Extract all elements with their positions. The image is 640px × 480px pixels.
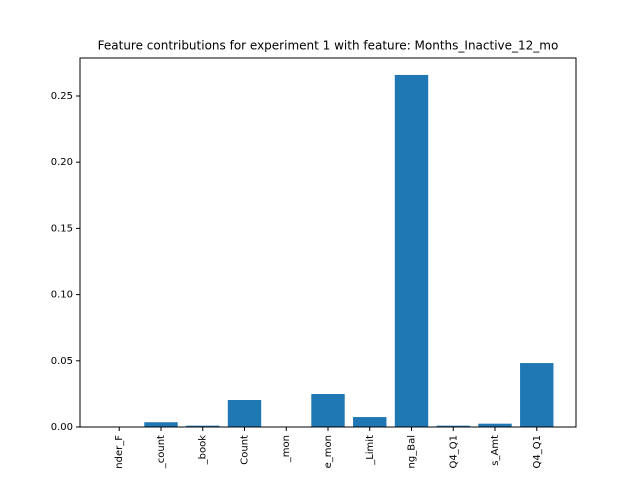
- bar: [311, 394, 345, 427]
- x-tick-label: Q4_Q1: [532, 435, 543, 468]
- y-tick-label: 0.25: [51, 91, 73, 102]
- plot-frame: [79, 57, 577, 428]
- x-tick-label: _book: [198, 435, 209, 466]
- y-tick-label: 0.00: [51, 422, 73, 433]
- x-tick-label: Count: [239, 435, 250, 465]
- x-tick-label: _count: [156, 435, 167, 469]
- y-tick-label: 0.05: [51, 356, 73, 367]
- bar: [478, 423, 512, 427]
- bar: [520, 363, 554, 427]
- bar: [144, 422, 178, 427]
- x-tick-label: _mon: [281, 435, 292, 463]
- x-tick-label: _Limit: [365, 435, 376, 466]
- x-tick-label: s_Amt: [490, 435, 501, 466]
- bar: [436, 425, 470, 427]
- x-tick-label: e_mon: [323, 435, 334, 468]
- y-tick-label: 0.20: [51, 157, 73, 168]
- bar: [186, 425, 220, 427]
- x-tick-label: Q4_Q1: [448, 435, 459, 468]
- y-tick-label: 0.15: [51, 223, 73, 234]
- bar: [353, 417, 387, 427]
- x-tick-label: nder_F: [114, 435, 125, 469]
- chart-title: Feature contributions for experiment 1 w…: [98, 39, 559, 53]
- y-tick-label: 0.10: [51, 290, 73, 301]
- bar: [394, 74, 429, 427]
- x-tick-label: ng_Bal: [407, 435, 418, 468]
- bar: [227, 399, 262, 427]
